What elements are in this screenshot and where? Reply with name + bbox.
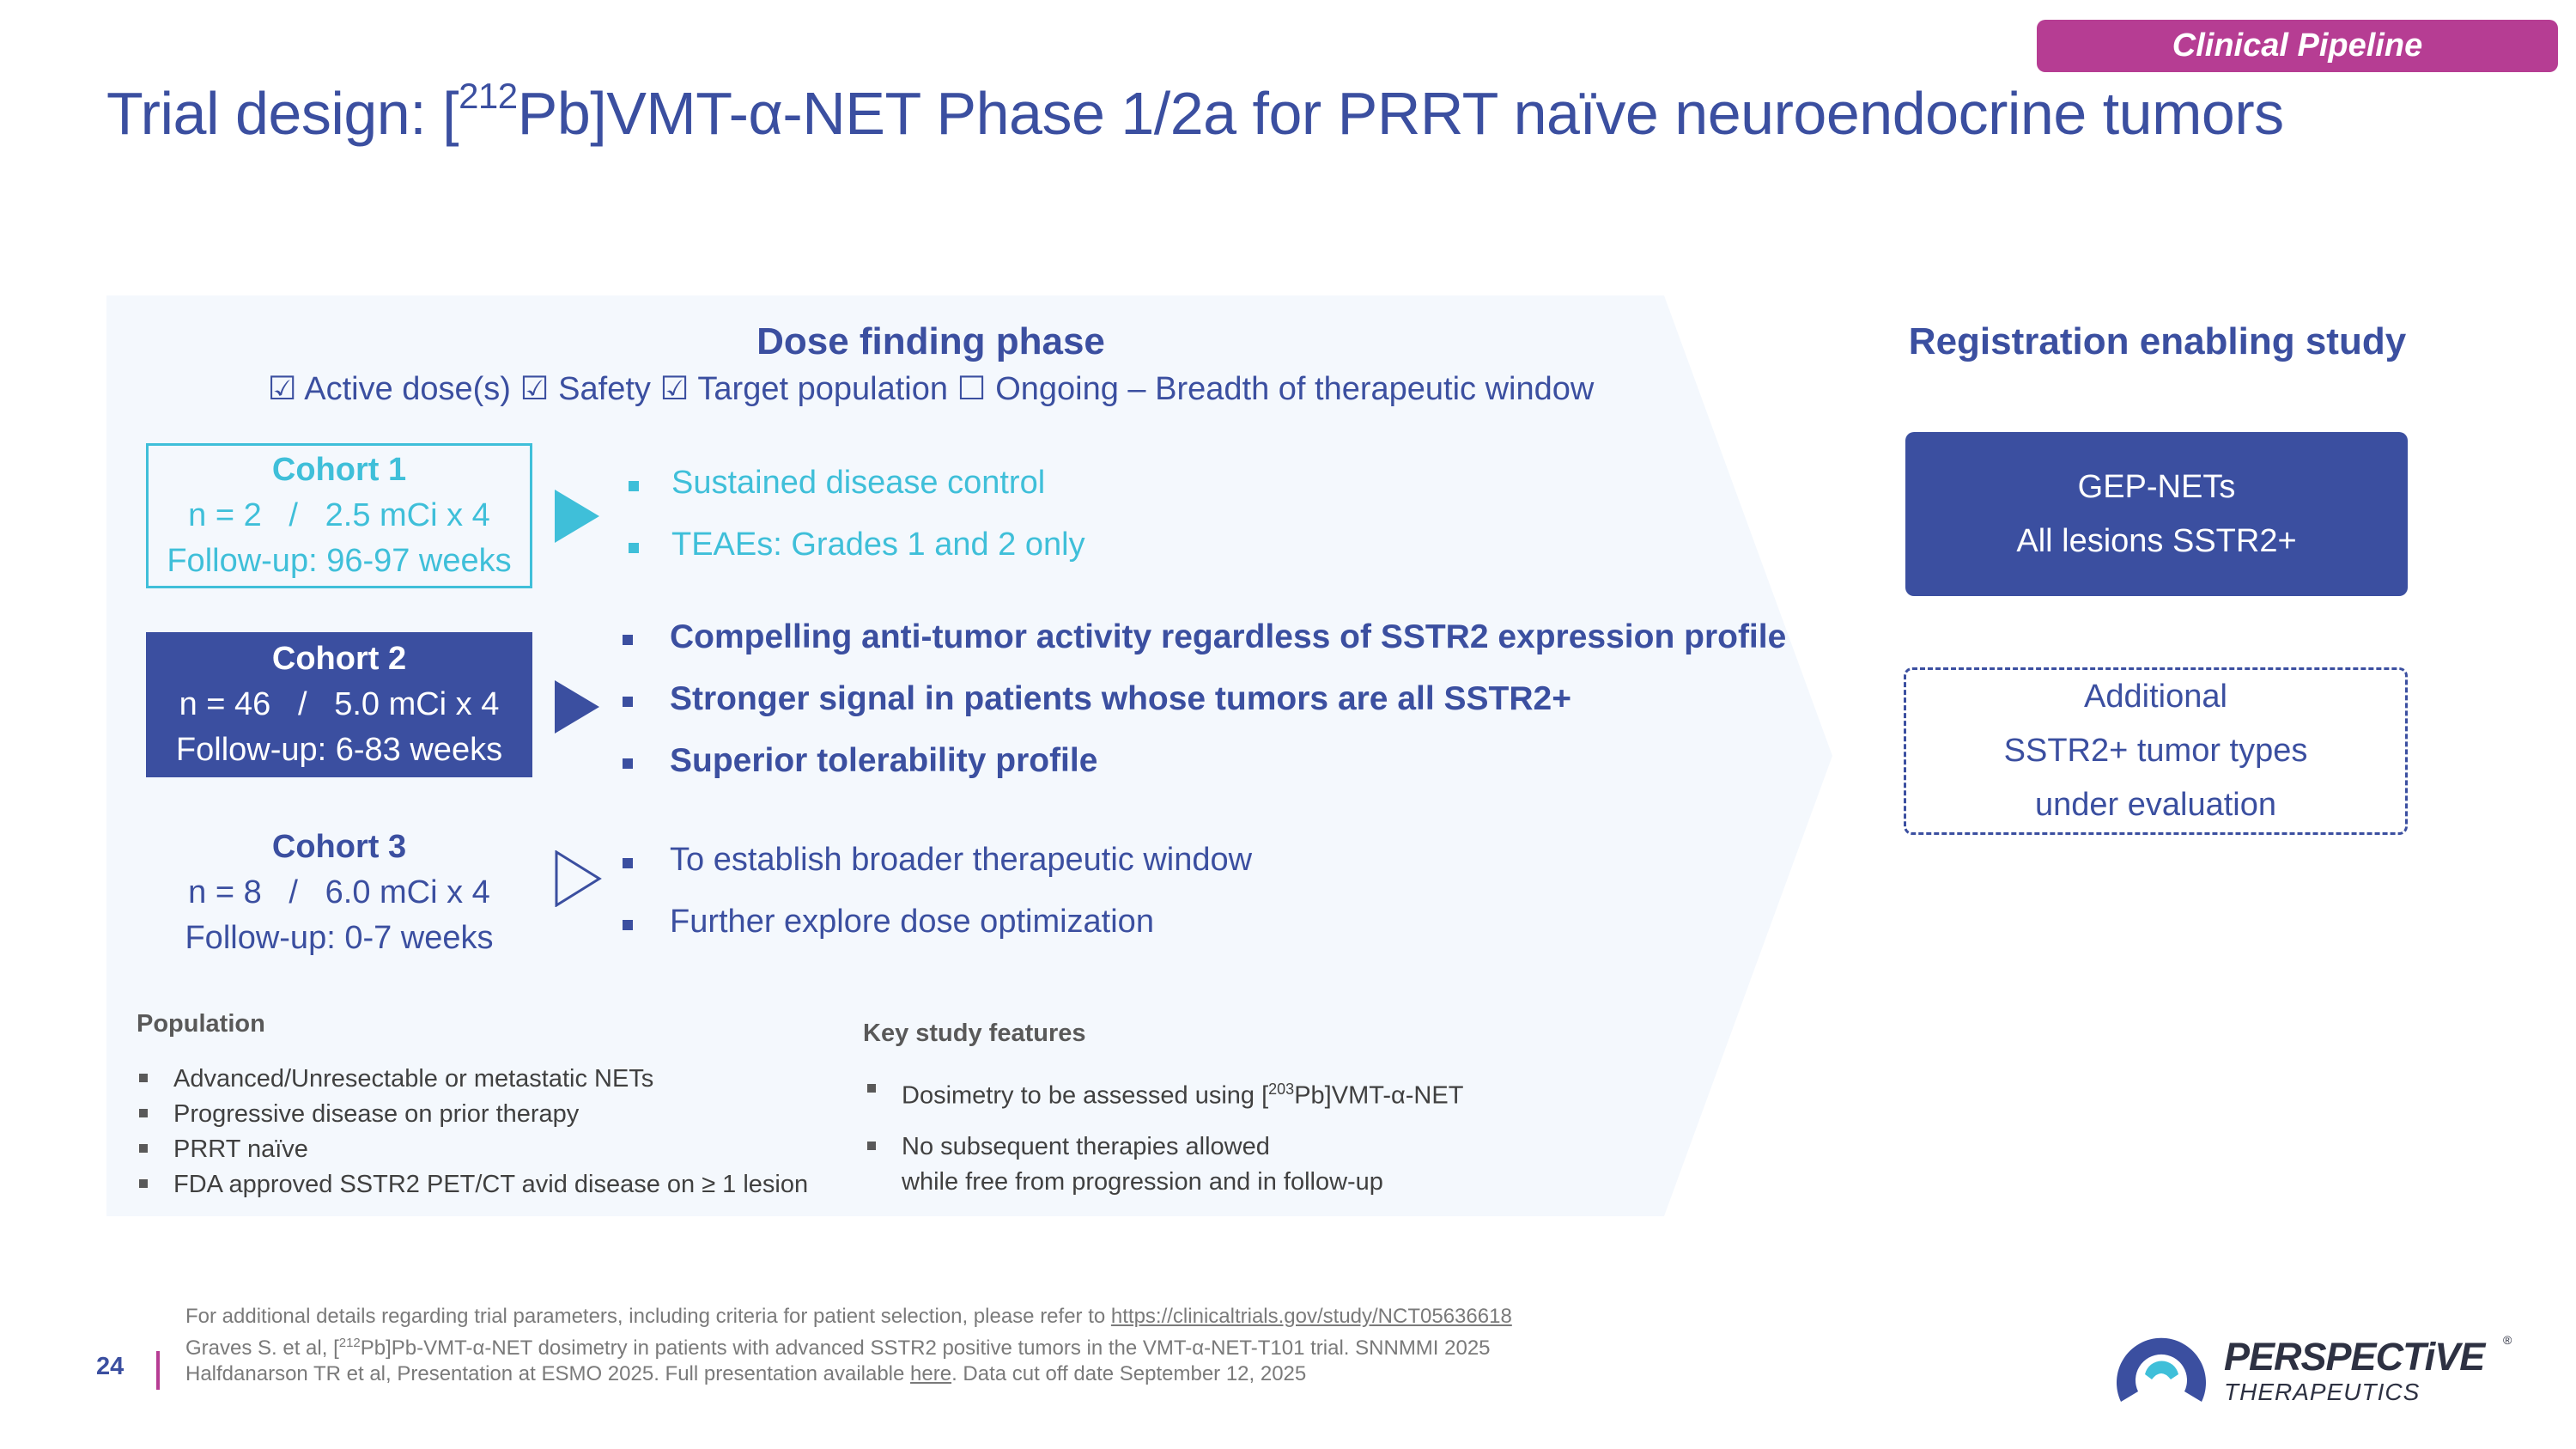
list-item: Advanced/Unresectable or metastatic NETs [137,1062,808,1097]
section-badge: Clinical Pipeline [2037,20,2558,72]
bullet-icon [139,1109,148,1117]
title-superscript: 212 [459,76,518,116]
bullet-icon [623,635,633,645]
logo-mark-icon [2117,1337,2206,1402]
checklist-item-target-population: Target population [697,371,948,407]
objectives-checklist: ☑ Active dose(s) ☑ Safety ☑ Target popul… [106,369,1755,408]
list-item: TEAEs: Grades 1 and 2 only [627,527,1085,588]
cohort-follow-up: Follow-up: 96-97 weeks [167,543,512,579]
bullet-icon [623,858,633,868]
bullet-icon [629,543,639,553]
list-item: PRRT naïve [137,1132,808,1167]
box-line: under evaluation [2035,787,2276,823]
list-item: FDA approved SSTR2 PET/CT avid disease o… [137,1167,808,1202]
list-item: Sustained disease control [627,465,1085,527]
box-line: GEP-NETs [2077,468,2236,505]
bullet-icon [629,481,639,491]
cohort-2-box: Cohort 2 n = 46 / 5.0 mCi x 4 Follow-up:… [146,632,532,777]
footnote-2: Graves S. et al, [212Pb]Pb-VMT-α-NET dos… [185,1335,1491,1360]
key-features-list: Dosimetry to be assessed using [203Pb]VM… [866,1072,1463,1215]
logo-wordmark: PERSPECTiVE [2224,1335,2485,1379]
cohort-dose: n = 8 / 6.0 mCi x 4 [188,874,490,910]
cohort-dose: n = 2 / 2.5 mCi x 4 [188,497,490,533]
cohort-1-box: Cohort 1 n = 2 / 2.5 mCi x 4 Follow-up: … [146,443,532,588]
filled-arrow-icon [555,680,599,734]
cohort-name: Cohort 3 [271,829,407,865]
box-line: All lesions SSTR2+ [2016,522,2297,559]
cohort-2-outcomes: Compelling anti-tumor activity regardles… [623,618,1786,804]
cohort-name: Cohort 2 [271,641,407,677]
clinicaltrials-link[interactable]: https://clinicaltrials.gov/study/NCT0563… [1110,1305,1512,1328]
population-heading: Population [137,1010,265,1038]
cohort-1-outcomes: Sustained disease control TEAEs: Grades … [627,465,1085,588]
additional-tumor-types-box: Additional SSTR2+ tumor types under eval… [1904,667,2408,835]
footnote-3: Halfdanarson TR et al, Presentation at E… [185,1362,1307,1385]
checked-box-icon: ☑ [267,371,297,407]
list-item: Dosimetry to be assessed using [203Pb]VM… [866,1072,1463,1114]
logo-subtitle: THERAPEUTICS [2224,1379,2421,1405]
population-list: Advanced/Unresectable or metastatic NETs… [137,1062,808,1202]
registration-heading: Registration enabling study [1908,320,2407,362]
gep-nets-box: GEP-NETs All lesions SSTR2+ [1905,432,2408,596]
bullet-icon [623,758,633,769]
chevron-shape [106,295,1832,1216]
list-item: No subsequent therapies allowed while fre… [866,1129,1463,1200]
registered-mark: ® [2503,1333,2512,1347]
footnote-1: For additional details regarding trial p… [185,1305,1512,1328]
dose-finding-heading: Dose finding phase [756,320,1105,362]
bullet-icon [139,1144,148,1153]
list-item: To establish broader therapeutic window [623,842,1252,904]
page-number: 24 [96,1353,125,1380]
checked-box-icon: ☑ [519,371,550,407]
box-line: SSTR2+ tumor types [2003,733,2308,769]
bullet-icon [623,920,633,930]
outline-arrow-icon [555,850,602,907]
checklist-item-safety: Safety [558,371,651,407]
bullet-icon [139,1179,148,1188]
filled-arrow-icon [555,490,599,543]
company-logo: PERSPECTiVE ® THERAPEUTICS [2112,1323,2524,1409]
bullet-icon [867,1084,876,1093]
cohort-follow-up: Follow-up: 6-83 weeks [175,732,503,768]
key-features-heading: Key study features [863,1020,1086,1047]
bullet-icon [623,697,633,707]
checklist-item-active-dose: Active dose(s) [304,371,511,407]
list-item: Progressive disease on prior therapy [137,1097,808,1132]
list-item: Compelling anti-tumor activity regardles… [623,618,1786,680]
checklist-item-ongoing: Ongoing – Breadth of therapeutic window [995,371,1595,407]
footnotes: For additional details regarding trial p… [185,1304,1512,1388]
page-divider [156,1351,160,1390]
cohort-follow-up: Follow-up: 0-7 weeks [185,920,494,956]
list-item: Further explore dose optimization [623,904,1252,965]
list-item: Superior tolerability profile [623,742,1786,804]
cohort-name: Cohort 1 [271,452,407,488]
cohort-3-box: Cohort 3 n = 8 / 6.0 mCi x 4 Follow-up: … [146,820,532,965]
dose-finding-panel [106,295,1832,1216]
checked-box-icon: ☑ [659,371,690,407]
bullet-icon [867,1141,876,1150]
list-item: Stronger signal in patients whose tumors… [623,680,1786,742]
cohort-3-outcomes: To establish broader therapeutic window … [623,842,1252,965]
box-line: Additional [2084,679,2227,715]
cohort-dose: n = 46 / 5.0 mCi x 4 [179,686,500,722]
title-suffix: Pb]VMT-α-NET Phase 1/2a for PRRT naïve n… [517,80,2285,147]
presentation-link[interactable]: here [910,1362,952,1385]
page-title: Trial design: [212Pb]VMT-α-NET Phase 1/2… [106,76,2285,148]
title-prefix: Trial design: [ [106,80,459,147]
bullet-icon [139,1074,148,1082]
unchecked-box-icon: ☐ [957,371,987,407]
